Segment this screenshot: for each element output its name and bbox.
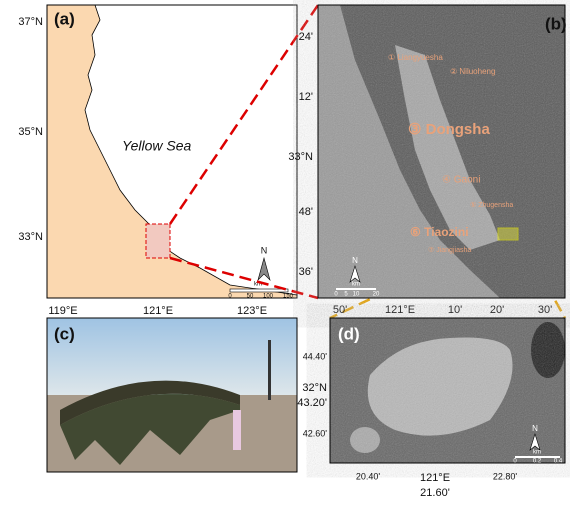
lat-tick: 35°N	[18, 126, 43, 138]
lat-tick: 36'	[299, 266, 313, 278]
site-label: ⑦ Jiangjiasha	[428, 246, 471, 254]
site-label: ⑤ Zhugensha	[470, 201, 513, 209]
sea-label: Yellow Sea	[122, 138, 191, 154]
north-label: N	[352, 256, 358, 265]
panel-label: (b)	[545, 14, 567, 33]
scale-tick: 20	[373, 292, 380, 298]
lon-tick: 121°E	[385, 304, 415, 316]
scale-tick: 50	[247, 294, 254, 300]
lon-tick: 119°E	[48, 305, 77, 317]
lat-tick: 43.20'	[297, 397, 327, 409]
study-area-box	[146, 224, 170, 258]
site-label: ③ Dongsha	[408, 121, 490, 138]
scale-bar	[336, 288, 376, 290]
panel-label: (d)	[338, 324, 360, 343]
lon-tick: 21.60'	[420, 487, 450, 499]
north-label: N	[261, 245, 268, 255]
lon-tick: 121°E	[143, 305, 173, 317]
pole	[268, 340, 271, 400]
lon-tick: 50'	[333, 304, 347, 316]
lat-tick: 12'	[299, 91, 313, 103]
lon-tick: 10'	[448, 304, 462, 316]
scale-tick: 0.4	[554, 459, 563, 465]
lon-tick: 20.40'	[356, 471, 381, 481]
lat-tick: 44.40'	[303, 351, 328, 361]
pole	[233, 410, 241, 450]
lon-tick: 22.80'	[493, 471, 518, 481]
panel-label: (c)	[54, 324, 75, 343]
scale-unit: km	[533, 450, 541, 456]
lat-tick: 48'	[299, 206, 313, 218]
lat-tick: 42.60'	[303, 428, 328, 438]
lon-tick: 20'	[490, 304, 504, 316]
lat-tick: 33°N	[18, 231, 43, 243]
scale-tick: 100	[263, 294, 274, 300]
site-label: ④ Gaoni	[442, 175, 480, 186]
scale-unit: km	[352, 282, 360, 288]
north-label: N	[532, 424, 538, 433]
lat-tick: 37°N	[18, 16, 43, 28]
panel-a: (a) Yellow Sea 37°N 35°N 33°N 119°E 121°…	[18, 5, 297, 317]
lon-tick: 30'	[538, 304, 552, 316]
texture	[330, 318, 565, 463]
scale-bar	[230, 289, 288, 292]
scale-tick: 10	[353, 292, 360, 298]
lon-tick: 123°E	[237, 305, 267, 317]
lat-tick: 32°N	[302, 382, 327, 394]
site-label: ① Liangyuesha	[388, 53, 443, 62]
panel-b: (b) ① Liangyuesha ② Niluoheng ③ Dongsha …	[288, 5, 566, 316]
scale-tick: 0.2	[533, 459, 542, 465]
panel-label: (a)	[54, 9, 75, 28]
panel-d: (d) 44.40' 32°N 43.20' 42.60' 20.40' 121…	[297, 318, 565, 499]
site-label: ⑥ Tiaozini	[410, 225, 469, 239]
figure: (a) Yellow Sea 37°N 35°N 33°N 119°E 121°…	[0, 0, 570, 501]
lat-tick: 24'	[299, 31, 313, 43]
site-box	[498, 228, 518, 240]
lon-tick: 121°E	[420, 472, 450, 484]
scale-tick: 150	[283, 294, 294, 300]
site-label: ② Niluoheng	[450, 67, 495, 76]
lat-tick: 33°N	[288, 151, 313, 163]
panel-c: (c)	[47, 318, 297, 472]
texture	[318, 5, 565, 298]
